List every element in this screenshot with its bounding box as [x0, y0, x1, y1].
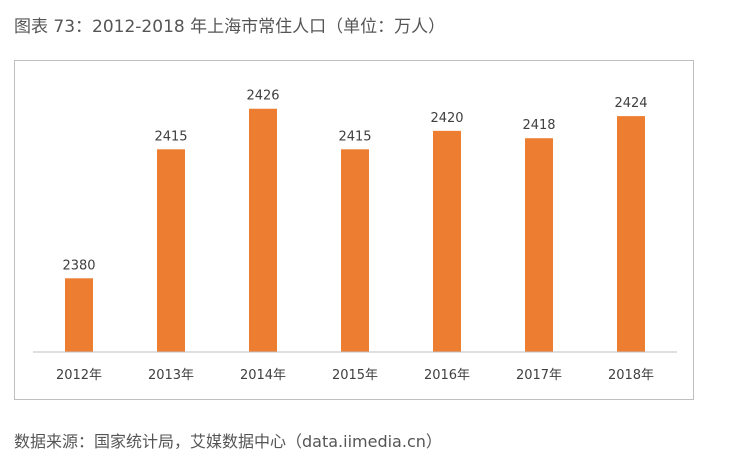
bar	[65, 278, 93, 352]
chart-area: 2380 2012年 2415 2013年 2426 2014年 2415 2015年 2420…	[14, 60, 694, 400]
bar	[617, 116, 645, 352]
bar	[341, 149, 369, 352]
x-tick-label: 2014年	[240, 368, 286, 383]
data-label: 2418	[522, 118, 555, 133]
figure-title: 图表 73：2012-2018 年上海市常住人口（单位：万人）	[14, 17, 446, 37]
data-label: 2380	[62, 258, 95, 273]
x-tick-label: 2017年	[516, 368, 562, 383]
bar-chart: 2380 2012年 2415 2013年 2426 2014年 2415 2015年 2420…	[33, 89, 677, 383]
bar	[249, 108, 277, 352]
data-label: 2424	[614, 96, 647, 111]
data-label: 2420	[430, 111, 463, 126]
x-tick-label: 2012年	[56, 368, 102, 383]
data-label: 2415	[154, 129, 187, 144]
data-label: 2415	[338, 129, 371, 144]
bar	[157, 149, 185, 352]
x-tick-label: 2016年	[424, 368, 470, 383]
bar	[525, 138, 553, 352]
x-tick-label: 2018年	[608, 368, 654, 383]
x-tick-label: 2015年	[332, 368, 378, 383]
source-note: 数据来源：国家统计局，艾媒数据中心（data.iimedia.cn）	[14, 432, 442, 451]
data-label: 2426	[246, 89, 279, 104]
bar	[433, 130, 461, 352]
x-tick-label: 2013年	[148, 368, 194, 383]
